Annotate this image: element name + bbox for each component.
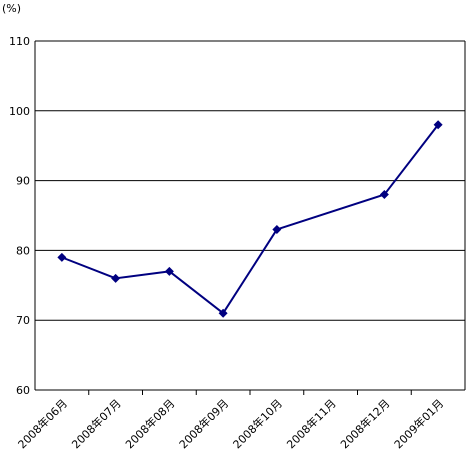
x-tick-label: 2008年08月 [122,396,177,451]
marker [433,120,443,130]
x-tick-label: 2008年06月 [15,396,70,451]
x-tick-label: 2008年09月 [176,396,231,451]
marker [379,190,389,200]
line-segment [222,228,278,314]
line-segment [115,270,170,280]
y-tick-label: 100 [9,105,30,118]
marker [111,273,121,283]
y-tick-label: 70 [16,314,30,327]
x-tick-label: 2008年07月 [69,396,124,451]
marker [218,308,228,318]
y-axis-label: (%) [2,2,21,15]
marker [164,266,174,276]
marker [57,252,67,262]
marker [272,224,282,234]
line-segment [61,256,116,280]
x-tick-label: 2008年11月 [284,396,339,451]
y-tick-label: 80 [16,244,30,257]
y-tick-label: 90 [16,175,30,188]
line-segment [168,270,224,315]
x-tick-label: 2008年10月 [230,396,285,451]
y-tick-label: 60 [16,384,30,397]
line-segment [276,193,385,231]
x-tick-label: 2009年01月 [391,396,446,451]
x-tick-label: 2008年12月 [337,396,392,451]
y-tick-label: 110 [9,35,30,48]
line-segment [383,124,439,196]
